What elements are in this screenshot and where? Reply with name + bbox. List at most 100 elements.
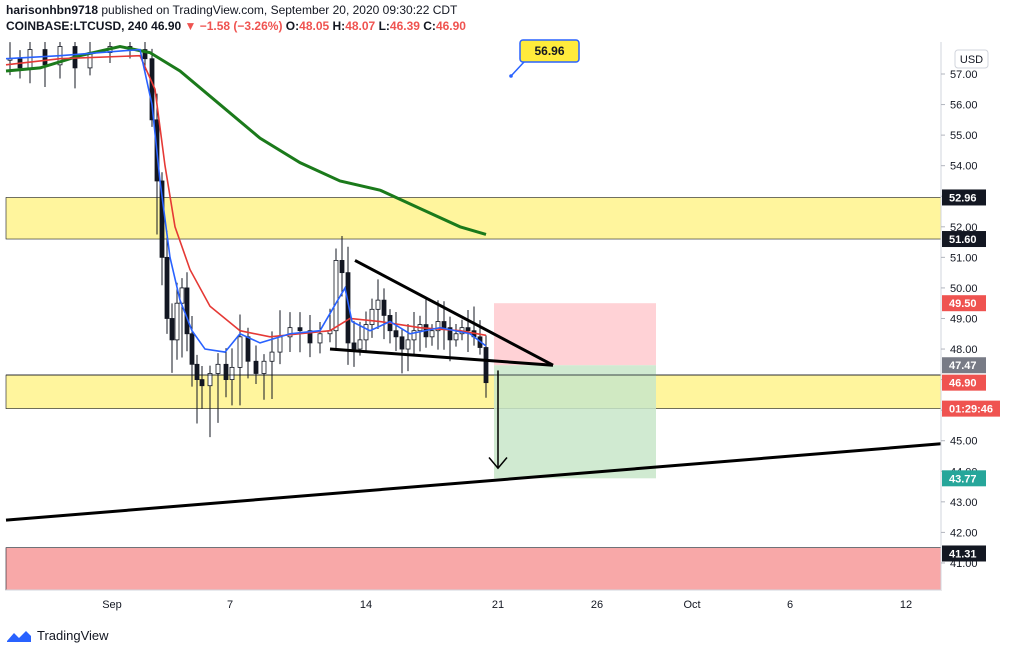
candle: [223, 348, 229, 398]
candle-body: [345, 272, 351, 344]
candle: [199, 365, 205, 409]
candle-body: [169, 318, 175, 341]
candle: [351, 320, 357, 367]
candle-body: [363, 324, 369, 341]
candle: [369, 298, 375, 338]
candle-body: [307, 330, 313, 344]
price-tag: 52.96: [942, 189, 986, 206]
price-tag-label: 46.90: [949, 378, 977, 390]
ascending-trendline[interactable]: [5, 442, 942, 522]
candle-body: [189, 333, 195, 365]
publish-text: published on TradingView.com, September …: [98, 3, 458, 17]
candle: [393, 312, 399, 352]
candle-body: [253, 360, 259, 374]
price-tag-bg: [942, 400, 1000, 417]
ema-slow-line: [5, 54, 487, 338]
price-tag: 47.47: [942, 357, 986, 374]
candle: [174, 282, 180, 360]
candle-body: [453, 333, 459, 341]
tradingview-logo[interactable]: TradingView: [6, 628, 109, 643]
candle-body: [357, 339, 363, 350]
callout-dot: [509, 74, 513, 78]
price-tick-label: 56.00: [950, 100, 978, 112]
candle: [253, 345, 259, 385]
currency-button[interactable]: [954, 49, 989, 69]
price-tag-bg: [942, 231, 986, 248]
target-arrow-head: [488, 457, 508, 470]
candle: [194, 354, 200, 424]
candle-body: [174, 302, 180, 341]
zones-layer: [5, 197, 942, 591]
candle: [287, 312, 293, 353]
take-profit-box[interactable]: [494, 365, 656, 479]
candle: [237, 314, 243, 406]
low-label: L:: [378, 19, 390, 33]
author-name[interactable]: harisonhbn9718: [6, 3, 99, 17]
candle: [423, 299, 429, 348]
candle-body: [339, 260, 345, 274]
price-tick-label: 48.00: [950, 344, 978, 356]
currency-button-label: USD: [960, 54, 983, 66]
price-tick-label: 49.00: [950, 313, 978, 325]
candle-body: [375, 299, 381, 310]
time-tick-label: Oct: [683, 599, 700, 611]
triangle-lower-line[interactable]: [329, 347, 554, 367]
time-tick-label: 26: [591, 599, 603, 611]
candle: [447, 316, 453, 362]
time-tick-label: 14: [360, 599, 372, 611]
candle: [164, 230, 170, 334]
candle: [149, 48, 155, 127]
price-tick-label: 55.00: [950, 130, 978, 142]
close-value: 46.90: [435, 19, 466, 33]
candle-body: [399, 336, 405, 350]
candle: [245, 327, 251, 379]
candle-body: [164, 256, 170, 319]
open-value: 48.05: [299, 19, 330, 33]
indicator-layer: [5, 44, 487, 353]
position-layer: [494, 303, 656, 479]
symbol-name[interactable]: COINBASE:LTCUSD, 240: [6, 19, 148, 33]
callout-box[interactable]: [519, 39, 580, 63]
price-tick-label: 43.00: [950, 497, 978, 509]
resistance-zone: [5, 197, 942, 240]
price-tick-label: 51.00: [950, 252, 978, 264]
price-tag-label: 51.60: [949, 234, 977, 246]
candle-body: [435, 321, 441, 332]
price-chart[interactable]: 56.96 57.0056.0055.0054.0053.0052.0051.0…: [0, 0, 1012, 620]
candle-body: [229, 366, 235, 381]
candle: [207, 365, 213, 438]
candle-body: [269, 351, 275, 362]
price-tag: 01:29:46: [942, 400, 1000, 417]
drawings-layer: 56.96: [5, 39, 942, 522]
stop-loss-box[interactable]: [494, 303, 656, 366]
candle: [339, 235, 345, 297]
candle: [87, 42, 93, 76]
price-tag-bg: [942, 470, 986, 487]
candle: [471, 306, 477, 346]
price-tag-label: 01:29:46: [949, 404, 993, 416]
price-axis[interactable]: 57.0056.0055.0054.0053.0052.0051.0050.00…: [940, 42, 989, 590]
high-value: 48.07: [345, 19, 376, 33]
time-tick-label: 21: [492, 599, 504, 611]
candle-body: [393, 330, 399, 338]
price-tag: 41.31: [942, 545, 986, 562]
price-tag-label: 49.50: [949, 298, 977, 310]
triangle-upper-line[interactable]: [354, 259, 554, 367]
low-value: 46.39: [389, 19, 420, 33]
candle-body: [351, 342, 357, 350]
candle-body: [223, 363, 229, 381]
price-tag: 51.60: [942, 231, 986, 248]
price-tick-label: 42.00: [950, 527, 978, 539]
time-axis[interactable]: Sep 7 14 21 26 Oct 6 12: [6, 589, 941, 611]
symbol-line: COINBASE:LTCUSD, 240 46.90 ▼ −1.58 (−3.2…: [6, 18, 466, 34]
demand-zone: [5, 547, 942, 591]
candle: [363, 311, 369, 353]
candle-body: [333, 260, 339, 332]
price-tick-label: 50.00: [950, 283, 978, 295]
tradingview-logo-icon: [7, 630, 31, 642]
candle-body: [237, 336, 243, 368]
price-tick-label: 45.00: [950, 436, 978, 448]
candle: [17, 50, 23, 79]
close-label: C:: [423, 19, 436, 33]
price-tag-bg: [942, 545, 986, 562]
